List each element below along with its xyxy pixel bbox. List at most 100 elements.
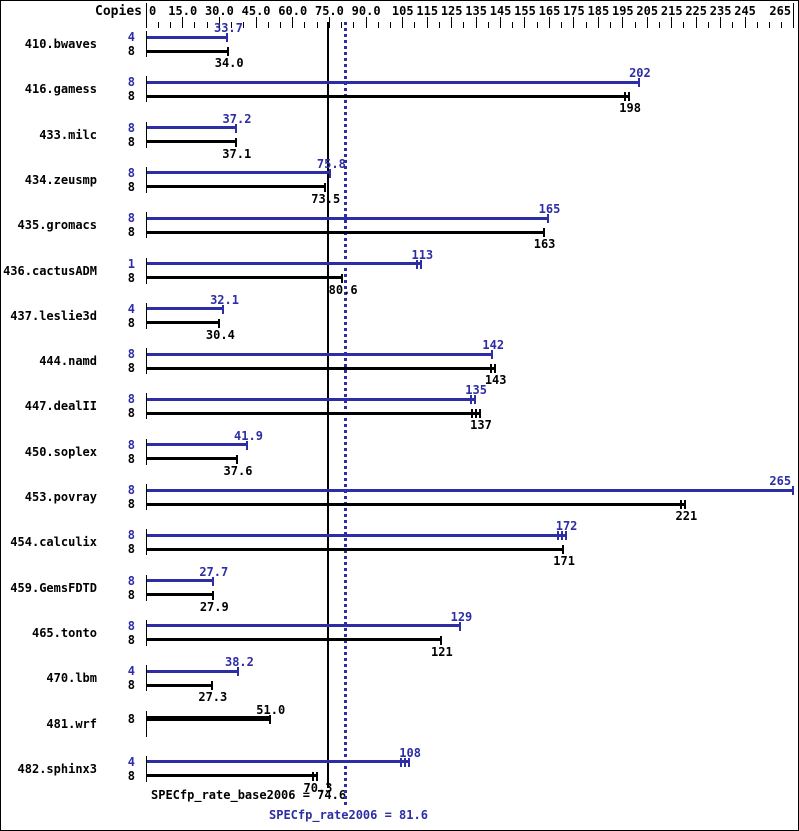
copies-label: 8	[127, 75, 135, 90]
peak-bar	[147, 443, 249, 447]
value-label: 37.6	[223, 463, 253, 478]
value-label: 75.8	[316, 156, 346, 171]
copies-label: 8	[127, 618, 135, 633]
benchmark-label: 447.dealII	[24, 399, 97, 414]
bar-end-cap	[624, 92, 627, 102]
copies-label: 8	[127, 165, 135, 180]
axis-tick	[756, 22, 758, 28]
axis-tick	[548, 17, 550, 28]
axis-tick-label: 105	[391, 4, 414, 18]
axis-tick	[279, 22, 281, 28]
axis-tick	[524, 17, 526, 28]
bar-end-cap	[329, 168, 332, 178]
axis-tick-label: 155	[514, 4, 536, 18]
group-axis-line	[146, 438, 147, 465]
base-bar	[147, 366, 496, 370]
axis-tick	[157, 22, 159, 28]
axis-tick-label: 75.0	[314, 4, 344, 18]
copies-label: 8	[127, 44, 135, 58]
axis-tick	[585, 22, 587, 28]
bar-end-cap	[404, 757, 407, 767]
axis-tick	[744, 17, 746, 28]
reference-line-base	[327, 22, 330, 788]
bar-end-cap	[560, 531, 563, 541]
copies-label: 8	[127, 497, 135, 511]
copies-label: 4	[127, 754, 135, 769]
copies-label: 8	[127, 573, 135, 588]
group-axis-line	[146, 484, 147, 510]
axis-tick-label: 215	[660, 4, 683, 18]
axis-tick	[426, 17, 428, 28]
base-bar	[147, 411, 481, 415]
axis-tick-label: 135	[465, 4, 487, 18]
axis-tick	[390, 22, 391, 28]
axis-tick-label: 265	[769, 4, 792, 18]
peak-bar	[147, 760, 411, 764]
copies-label: 8	[127, 437, 135, 452]
bar-end-cap	[226, 33, 229, 42]
copies-label: 4	[127, 301, 135, 316]
axis-tick	[732, 22, 734, 28]
bar-end-cap	[237, 667, 240, 677]
base-bar	[147, 683, 213, 687]
copies-label: 8	[127, 361, 135, 376]
axis-tick	[658, 22, 660, 28]
peak-rate-result-label: SPECfp_rate2006 = 81.6	[269, 808, 428, 822]
base-bar	[147, 716, 271, 721]
axis-tick-label: 30.0	[204, 4, 234, 18]
peak-bar	[147, 171, 332, 175]
base-bar	[147, 94, 631, 98]
base-bar	[147, 774, 318, 778]
bar-end-cap	[227, 47, 230, 56]
axis-tick	[707, 22, 709, 28]
benchmark-label: 459.GemsFDTD	[10, 580, 97, 595]
bar-end-cap	[491, 350, 494, 360]
base-bar	[147, 502, 687, 506]
axis-tick	[720, 17, 722, 28]
axis-tick-label: 115	[416, 4, 439, 18]
axis-tick-label: 60.0	[278, 4, 308, 18]
bar-end-cap	[210, 681, 213, 691]
copies-label: 8	[127, 678, 135, 693]
base-rate-result-label: SPECfp_rate_base2006 = 74.6	[151, 788, 347, 802]
value-label: 202	[629, 66, 651, 81]
copies-label: 8	[127, 632, 135, 647]
peak-bar	[147, 397, 477, 401]
value-label: 70.3	[303, 780, 333, 795]
peak-bar	[147, 35, 229, 39]
bar-end-cap	[341, 273, 344, 283]
bar-end-cap	[408, 757, 411, 767]
bar-end-cap	[439, 635, 442, 645]
bar-end-cap	[234, 123, 237, 133]
copies-label: 8	[127, 406, 135, 421]
axis-tick-label: 175	[563, 4, 585, 18]
benchmark-label: 410.bwaves	[24, 37, 97, 51]
axis-tick	[512, 22, 514, 28]
value-label: 129	[450, 609, 473, 624]
value-label: 80.6	[328, 282, 358, 297]
axis-tick	[793, 3, 795, 28]
benchmark-label: 435.gromacs	[17, 218, 97, 233]
value-label: 27.9	[199, 599, 229, 614]
value-label: 137	[470, 418, 492, 433]
copies-label: 8	[127, 451, 135, 466]
axis-tick	[341, 22, 343, 28]
benchmark-label: 434.zeusmp	[24, 172, 97, 187]
group-axis-line	[146, 302, 147, 329]
axis-tick	[231, 22, 233, 28]
axis-tick	[267, 22, 269, 28]
bar-end-cap	[474, 395, 477, 405]
copies-label: 8	[127, 528, 135, 543]
benchmark-label: 436.cactusADM	[3, 263, 97, 278]
axis-tick	[243, 22, 245, 28]
axis-tick-label: 15.0	[168, 4, 198, 18]
value-label: 198	[619, 101, 641, 116]
benchmark-label: 450.soplex	[24, 444, 97, 459]
axis-tick	[353, 22, 355, 28]
bar-end-cap	[315, 771, 318, 781]
value-label: 27.3	[198, 690, 228, 705]
copies-label: 8	[127, 768, 135, 783]
peak-bar	[147, 533, 567, 537]
benchmark-label: 470.lbm	[46, 671, 97, 686]
peak-bar	[147, 488, 794, 492]
